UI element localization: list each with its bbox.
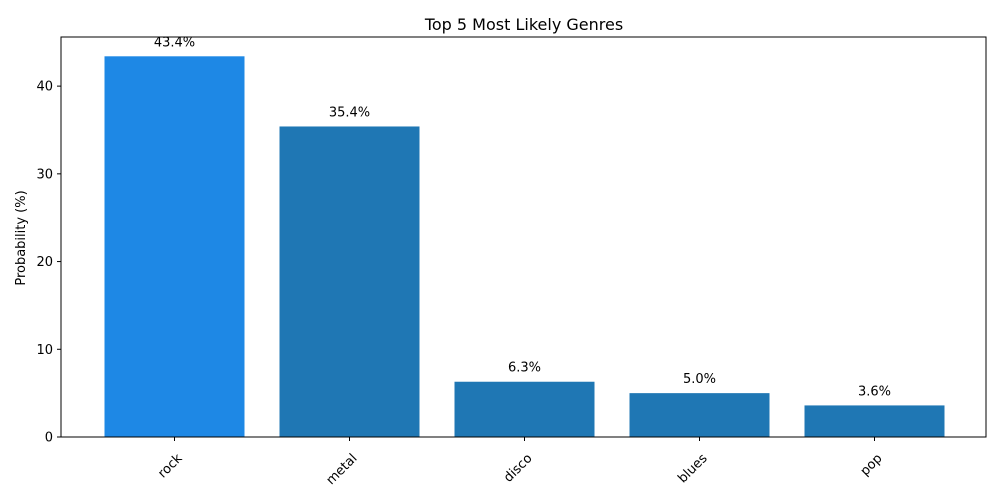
x-tick-label-metal: metal bbox=[324, 451, 361, 488]
bar-disco bbox=[454, 381, 595, 437]
data-label-blues: 5.0% bbox=[683, 372, 716, 387]
bar-rock bbox=[104, 56, 245, 437]
y-axis-label: Probability (%) bbox=[14, 190, 29, 285]
y-tick-label-20: 20 bbox=[36, 255, 53, 270]
data-labels-group: 43.4% 35.4% 6.3% 5.0% 3.6% bbox=[154, 35, 891, 399]
bar-blues bbox=[629, 393, 770, 437]
y-tick-label-30: 30 bbox=[36, 167, 53, 182]
x-tick-label-pop: pop bbox=[858, 451, 886, 479]
bar-pop bbox=[804, 405, 945, 437]
chart-title: Top 5 Most Likely Genres bbox=[424, 15, 623, 34]
data-label-metal: 35.4% bbox=[329, 105, 370, 120]
data-label-rock: 43.4% bbox=[154, 35, 195, 50]
x-tick-label-disco: disco bbox=[501, 451, 535, 485]
x-tick-label-blues: blues bbox=[675, 451, 710, 486]
data-label-pop: 3.6% bbox=[858, 384, 891, 399]
y-axis-ticks: 0 10 20 30 40 bbox=[36, 80, 61, 446]
bars-group bbox=[104, 56, 945, 437]
bar-metal bbox=[279, 126, 420, 437]
y-tick-label-40: 40 bbox=[36, 80, 53, 95]
y-tick-label-0: 0 bbox=[45, 431, 53, 446]
y-tick-label-10: 10 bbox=[36, 343, 53, 358]
x-axis-ticks: rock metal disco blues pop bbox=[155, 437, 886, 488]
plot-frame bbox=[60, 36, 987, 438]
data-label-disco: 6.3% bbox=[508, 361, 541, 376]
x-tick-label-rock: rock bbox=[155, 451, 186, 482]
